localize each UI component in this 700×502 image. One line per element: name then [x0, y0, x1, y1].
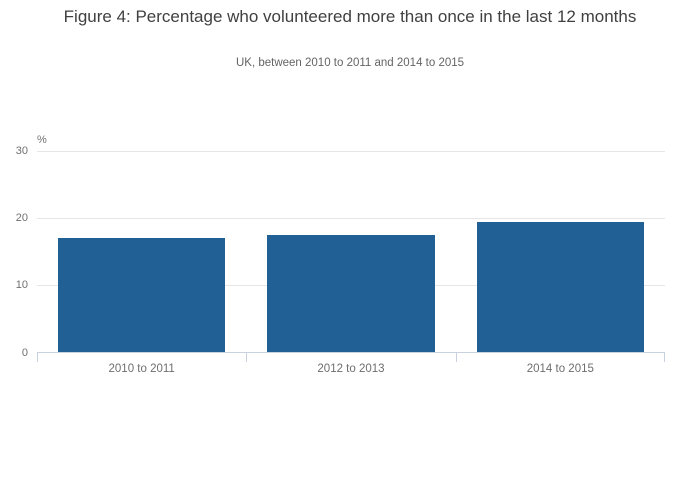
y-tick-label: 10	[15, 279, 28, 292]
bar-2014-to-2015[interactable]	[476, 222, 645, 353]
gridline	[37, 150, 665, 152]
bar-2010-to-2011[interactable]	[57, 237, 226, 353]
y-tick-label: 20	[15, 212, 28, 225]
x-axis-tick	[246, 352, 248, 362]
x-axis-tick	[37, 352, 38, 362]
chart-title: Figure 4: Percentage who volunteered mor…	[63, 7, 637, 26]
x-axis-tick	[664, 352, 665, 362]
bar-2012-to-2013[interactable]	[267, 234, 435, 353]
y-tick-label: 0	[21, 346, 28, 359]
x-tick-label: 2010 to 2011	[108, 362, 175, 375]
x-axis-tick	[455, 352, 457, 362]
y-tick-label: 30	[15, 145, 28, 157]
x-axis-baseline	[37, 352, 665, 353]
x-tick-label: 2014 to 2015	[526, 362, 594, 375]
chart-subtitle: UK, between 2010 to 2011 and 2014 to 201…	[235, 57, 465, 69]
gridline	[37, 217, 665, 219]
x-tick-label: 2012 to 2013	[317, 362, 385, 375]
y-axis-unit-label: %	[37, 134, 47, 146]
